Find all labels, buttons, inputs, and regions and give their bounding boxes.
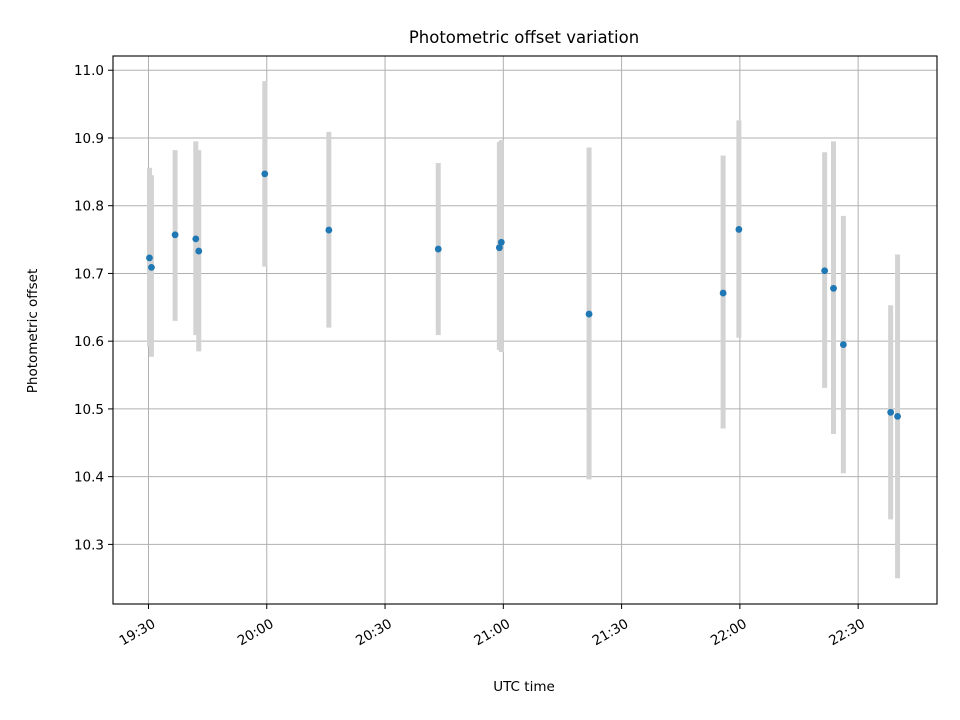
data-point <box>148 263 155 271</box>
data-point <box>821 267 829 275</box>
data-point <box>497 238 505 246</box>
x-axis-label: UTC time <box>493 679 555 695</box>
data-point <box>434 245 442 253</box>
y-tick-label: 10.9 <box>74 131 104 147</box>
data-point <box>192 235 200 243</box>
y-tick-label: 10.5 <box>74 402 104 418</box>
data-point <box>146 254 153 262</box>
data-point <box>830 284 837 292</box>
data-point <box>195 247 203 255</box>
data-points <box>146 170 901 420</box>
data-point <box>585 310 593 318</box>
data-point <box>839 341 847 348</box>
chart-title: Photometric offset variation <box>409 28 639 47</box>
y-tick-label: 10.8 <box>74 199 104 215</box>
y-tick-label: 11.0 <box>74 63 104 79</box>
y-tick-label: 10.3 <box>74 537 104 553</box>
data-point <box>719 289 727 297</box>
data-point <box>735 226 743 233</box>
plot-frame <box>112 55 938 605</box>
y-tick-label: 10.4 <box>74 470 104 486</box>
y-axis-label: Photometric offset <box>25 269 41 393</box>
y-axis-ticks: 10.3 10.4 10.5 10.6 10.7 10.8 10.9 11.0 <box>74 63 113 553</box>
y-tick-label: 10.6 <box>74 334 104 350</box>
y-tick-label: 10.7 <box>74 266 104 282</box>
data-point <box>325 226 333 234</box>
data-point <box>495 244 503 252</box>
data-point <box>171 231 179 239</box>
data-point <box>894 412 901 420</box>
data-point <box>887 408 895 416</box>
data-point <box>261 170 269 178</box>
plot-area <box>113 56 937 604</box>
